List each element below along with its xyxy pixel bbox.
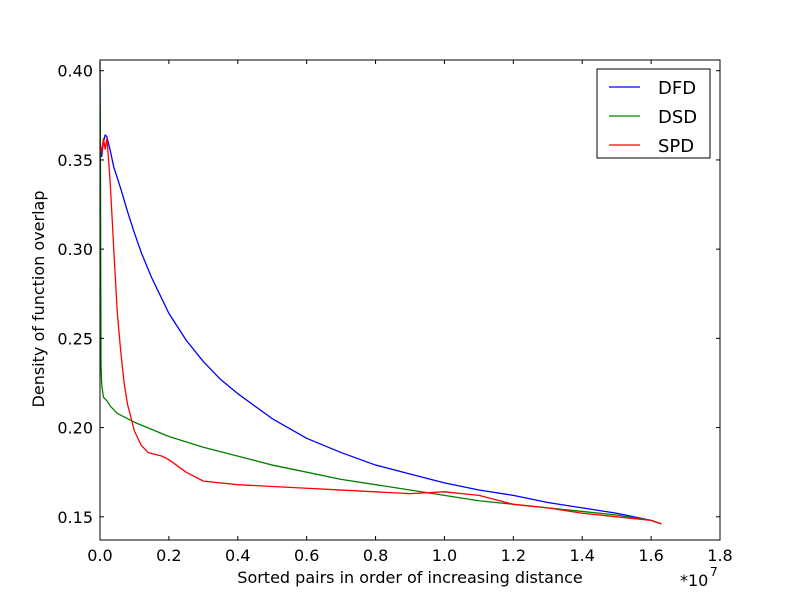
x-axis-label: Sorted pairs in order of increasing dist…	[237, 568, 582, 587]
y-tick-label: 0.20	[57, 419, 93, 438]
y-tick-label: 0.25	[57, 329, 93, 348]
plot-area	[99, 61, 662, 525]
legend-label-spd: SPD	[658, 136, 694, 157]
x-tick-label: 0.4	[225, 546, 250, 565]
axes-frame	[99, 59, 721, 541]
legend-label-dsd: DSD	[658, 107, 697, 128]
legend: DFD DSD SPD	[596, 68, 711, 159]
x-tick-label: 0.0	[87, 546, 112, 565]
x-multiplier-base: *10	[680, 571, 708, 590]
x-tick-label: 1.4	[569, 546, 594, 565]
y-axis-label: Density of function overlap	[29, 191, 48, 408]
x-tick-label: 1.0	[432, 546, 457, 565]
legend-box	[596, 68, 711, 159]
axes: 0.0 0.2 0.4 0.6 0.8 1.0 1.2 1.4 1.6 1.8 0.15 0.20 0.…	[57, 59, 733, 565]
x-tick-label: 1.8	[707, 546, 732, 565]
x-multiplier: *10 7	[680, 565, 718, 590]
x-tick-label: 1.6	[638, 546, 663, 565]
x-tick-label: 0.2	[156, 546, 181, 565]
y-tick-label: 0.35	[57, 151, 93, 170]
y-tick-label: 0.30	[57, 240, 93, 259]
y-tick-label: 0.40	[57, 62, 93, 81]
y-tick-label: 0.15	[57, 508, 93, 527]
x-tick-label: 1.2	[501, 546, 526, 565]
x-multiplier-exponent: 7	[710, 565, 718, 579]
x-tick-label: 0.8	[363, 546, 388, 565]
legend-label-dfd: DFD	[658, 78, 696, 99]
series-line-spd	[99, 137, 662, 525]
series-line-dfd	[99, 134, 662, 525]
x-tick-label: 0.6	[294, 546, 319, 565]
